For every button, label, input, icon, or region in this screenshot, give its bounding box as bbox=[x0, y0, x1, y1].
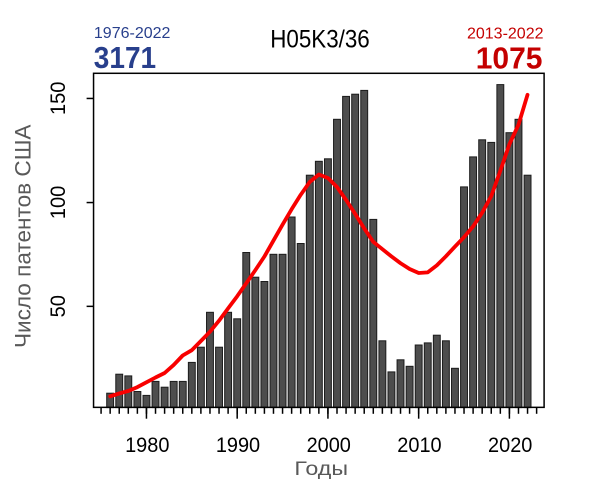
svg-text:2013-2022: 2013-2022 bbox=[467, 26, 544, 43]
svg-text:1075: 1075 bbox=[476, 40, 543, 75]
svg-text:Годы: Годы bbox=[294, 458, 348, 480]
svg-text:1980: 1980 bbox=[125, 434, 169, 457]
svg-text:2010: 2010 bbox=[397, 434, 441, 457]
svg-text:H05K3/36: H05K3/36 bbox=[270, 26, 370, 53]
svg-text:100: 100 bbox=[47, 186, 70, 220]
svg-text:3171: 3171 bbox=[94, 40, 156, 75]
svg-text:2020: 2020 bbox=[488, 434, 532, 457]
svg-text:Число патентов США: Число патентов США bbox=[10, 124, 35, 348]
svg-text:2000: 2000 bbox=[307, 434, 351, 457]
svg-text:1976-2022: 1976-2022 bbox=[94, 25, 171, 42]
svg-text:50: 50 bbox=[47, 295, 70, 317]
svg-text:150: 150 bbox=[47, 82, 70, 116]
svg-text:1990: 1990 bbox=[216, 434, 260, 457]
